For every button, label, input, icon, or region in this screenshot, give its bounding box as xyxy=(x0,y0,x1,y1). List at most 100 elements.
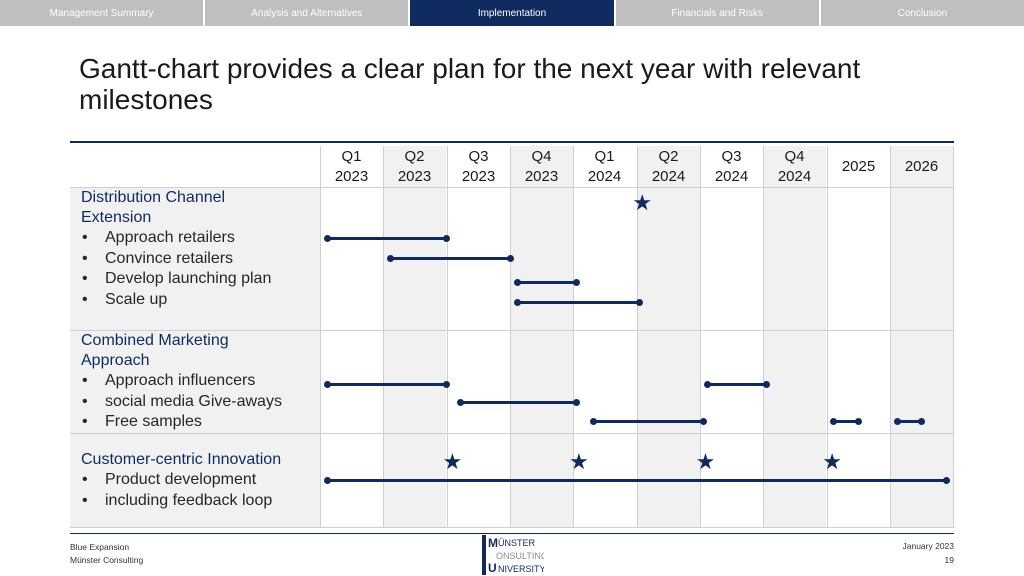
period-header: Q3 2023 xyxy=(447,146,510,187)
task-list: Approach influencers social media Give-a… xyxy=(81,371,320,433)
task-label: Scale up xyxy=(81,290,320,311)
period-column-q3-2023 xyxy=(447,146,510,528)
period-label: 2025 xyxy=(841,157,876,175)
task-label: Develop launching plan xyxy=(81,269,320,290)
slide-title: Gantt-chart provides a clear plan for th… xyxy=(79,53,861,115)
period-header: Q1 2024 xyxy=(573,146,636,187)
period-column-q1-2024 xyxy=(573,146,636,528)
period-label: Q2 xyxy=(404,147,425,165)
grid-line xyxy=(573,146,574,528)
footer-right: January 2023 19 xyxy=(902,539,954,567)
period-column-2025 xyxy=(827,146,890,528)
milestone-star-icon: ★ xyxy=(632,191,653,216)
period-header: Q4 2024 xyxy=(763,146,826,187)
period-year: 2023 xyxy=(334,167,369,185)
milestone-star-icon: ★ xyxy=(695,450,716,475)
workstream-title: Combined Marketing xyxy=(81,332,229,349)
tab-implementation[interactable]: Implementation xyxy=(410,0,614,26)
gantt-bar xyxy=(703,381,771,388)
grid-line xyxy=(700,146,701,528)
grid-line xyxy=(70,330,954,331)
workstream-customer-centric-innovation: Customer-centric Innovation Product deve… xyxy=(70,450,320,511)
company-name: Münster Consulting xyxy=(70,555,144,565)
tab-financials-and-risks[interactable]: Financials and Risks xyxy=(615,0,819,26)
period-column-q4-2023 xyxy=(510,146,573,528)
period-column-2026 xyxy=(890,146,953,528)
gantt-bar xyxy=(323,477,951,484)
milestone-star-icon: ★ xyxy=(442,450,463,475)
gantt-bar xyxy=(830,418,863,425)
period-label: Q2 xyxy=(658,147,679,165)
workstream-title: Distribution Channel xyxy=(81,189,226,206)
period-header: Q2 2023 xyxy=(383,146,446,187)
grid-line xyxy=(70,433,954,434)
svg-text:M: M xyxy=(488,536,498,550)
tab-conclusion[interactable]: Conclusion xyxy=(820,0,1024,26)
task-label: Approach retailers xyxy=(81,228,320,249)
period-column-q4-2024 xyxy=(763,146,826,528)
task-label-continued: including feedback loop xyxy=(81,491,320,512)
task-list: Approach retailers Convince retailers De… xyxy=(81,228,320,310)
period-year: 2023 xyxy=(524,167,559,185)
period-year: 2023 xyxy=(397,167,432,185)
period-year: 2024 xyxy=(651,167,686,185)
period-header: 2025 xyxy=(827,146,890,187)
grid-line xyxy=(70,527,954,528)
footer-divider xyxy=(70,533,954,534)
period-label: Q4 xyxy=(531,147,552,165)
workstream-combined-marketing: Combined Marketing Approach Approach inf… xyxy=(70,331,320,433)
task-label: social media Give-aways xyxy=(81,392,320,413)
title-divider xyxy=(70,141,954,143)
task-label: Free samples xyxy=(81,412,320,433)
period-column-q2-2023 xyxy=(383,146,446,528)
period-header: Q2 2024 xyxy=(637,146,700,187)
gantt-bar xyxy=(589,418,707,425)
grid-line xyxy=(953,146,954,528)
grid-line xyxy=(383,146,384,528)
period-column-q3-2024 xyxy=(700,146,763,528)
period-column-q1-2023 xyxy=(320,146,383,528)
period-label: 2026 xyxy=(904,157,939,175)
period-label: Q1 xyxy=(594,147,615,165)
footer-date: January 2023 xyxy=(902,541,954,551)
period-label: Q3 xyxy=(721,147,742,165)
period-year: 2023 xyxy=(461,167,496,185)
grid-line xyxy=(70,187,954,188)
grid-line xyxy=(827,146,828,528)
period-label: Q4 xyxy=(784,147,805,165)
period-header: Q3 2024 xyxy=(700,146,763,187)
page-number: 19 xyxy=(944,555,954,565)
task-label: Approach influencers xyxy=(81,371,320,392)
period-header: Q1 2023 xyxy=(320,146,383,187)
grid-line xyxy=(510,146,511,528)
svg-text:ÜNSTER: ÜNSTER xyxy=(498,538,536,548)
svg-text:NIVERSITY: NIVERSITY xyxy=(498,564,544,574)
footer-left: Blue Expansion Münster Consulting xyxy=(70,541,143,567)
grid-line xyxy=(763,146,764,528)
workstream-title: Customer-centric Innovation xyxy=(81,451,282,468)
milestone-star-icon: ★ xyxy=(569,450,589,475)
tab-analysis-and-alternatives[interactable]: Analysis and Alternatives xyxy=(205,0,409,26)
period-label: Q3 xyxy=(468,147,489,165)
tab-management-summary[interactable]: Management Summary xyxy=(0,0,204,26)
gantt-bar xyxy=(893,418,926,425)
gantt-bar xyxy=(456,399,581,406)
workstream-distribution-channel: Distribution Channel Extension Approach … xyxy=(70,188,320,310)
gantt-bar xyxy=(387,255,514,262)
task-label: Product development xyxy=(81,470,320,491)
period-year: 2024 xyxy=(777,167,812,185)
university-logo: M ÜNSTER ONSULTING U NIVERSITY xyxy=(482,535,544,575)
grid-line xyxy=(890,146,891,528)
period-header: 2026 xyxy=(890,146,953,187)
period-year: 2024 xyxy=(587,167,622,185)
workstream-title: Extension xyxy=(81,209,152,226)
workstream-title: Approach xyxy=(81,352,150,369)
grid-line xyxy=(447,146,448,528)
milestone-star-icon: ★ xyxy=(822,450,842,475)
task-list: Product development including feedback l… xyxy=(81,470,320,511)
period-label: Q1 xyxy=(341,147,362,165)
gantt-bar xyxy=(323,381,451,388)
grid-line xyxy=(637,146,638,528)
project-name: Blue Expansion xyxy=(70,542,130,552)
section-navigation: Management Summary Analysis and Alternat… xyxy=(0,0,1024,26)
